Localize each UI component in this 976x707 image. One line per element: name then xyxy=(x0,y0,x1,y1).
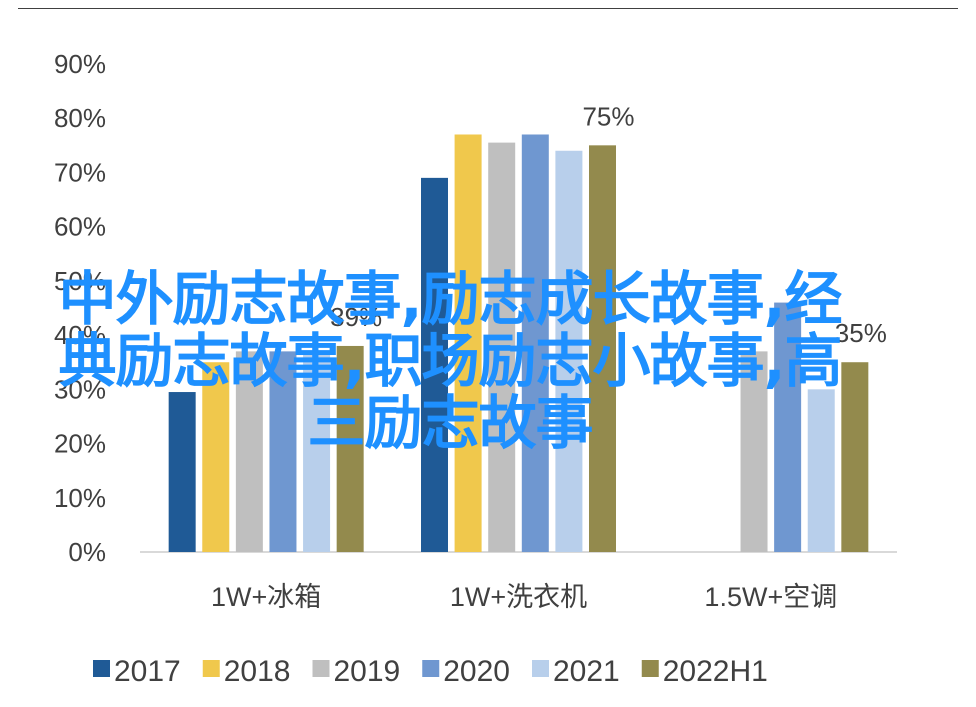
bar-2019-2 xyxy=(740,351,768,552)
data-label: 75% xyxy=(582,101,634,131)
y-tick-label: 50% xyxy=(54,266,106,296)
bar-2017-0 xyxy=(168,392,196,552)
bar-2017-1 xyxy=(421,177,448,552)
legend-label-2018: 2018 xyxy=(224,655,291,688)
y-tick-label: 40% xyxy=(54,320,106,350)
y-tick-label: 0% xyxy=(68,537,106,567)
top-border-line xyxy=(18,8,958,9)
y-tick-label: 20% xyxy=(54,429,106,459)
legend-swatch-2019 xyxy=(312,660,330,677)
legend-swatch-2018 xyxy=(202,660,220,677)
x-axis-category-labels: 1W+冰箱 1W+洗衣机 1.5W+空调 xyxy=(211,582,837,612)
bar-2021-1 xyxy=(555,150,583,552)
bar-2019-1 xyxy=(488,142,516,552)
bars xyxy=(168,134,869,553)
legend-swatch-2021 xyxy=(532,660,549,677)
legend-swatch-2022H1 xyxy=(641,660,659,677)
legend: 2017 2018 2019 2020 2021 2022H1 xyxy=(93,655,768,688)
bar-2018-1 xyxy=(454,134,482,552)
x-category-label: 1.5W+空调 xyxy=(704,582,837,612)
bar-2020-0 xyxy=(269,351,297,552)
bar-2018-0 xyxy=(202,362,230,552)
watermark-line-2: 典励志故事,职场励志小故事,高 xyxy=(58,327,842,395)
x-category-label: 1W+洗衣机 xyxy=(450,582,587,612)
legend-label-2019: 2019 xyxy=(334,655,401,688)
legend-label-2020: 2020 xyxy=(443,655,510,688)
legend-label-2017: 2017 xyxy=(114,655,181,688)
data-label: 35% xyxy=(835,318,887,348)
bar-2020-1 xyxy=(521,134,549,552)
bar-2022H1-0 xyxy=(336,345,364,552)
watermark-line-1: 中外励志故事,励志成长故事,经 xyxy=(58,265,842,333)
legend-label-2021: 2021 xyxy=(553,655,620,688)
y-tick-label: 30% xyxy=(54,374,106,404)
bar-2020-2 xyxy=(774,302,802,552)
y-tick-label: 60% xyxy=(54,212,106,242)
bar-2019-0 xyxy=(235,351,263,552)
x-category-label: 1W+冰箱 xyxy=(211,582,321,612)
legend-swatch-2017 xyxy=(93,660,110,677)
bar-2021-2 xyxy=(807,389,835,552)
y-axis-ticks: 0% 10% 20% 30% 40% 50% 60% 70% 80% 90% xyxy=(54,49,106,567)
y-tick-label: 10% xyxy=(54,483,106,513)
y-tick-label: 70% xyxy=(54,157,106,187)
y-tick-label: 80% xyxy=(54,103,106,133)
legend-swatch-2020 xyxy=(422,660,440,677)
y-tick-label: 90% xyxy=(54,49,106,79)
watermark-overlay: 中外励志故事,励志成长故事,经 典励志故事,职场励志小故事,高 三励志故事 xyxy=(10,268,890,454)
bar-2022H1-2 xyxy=(841,362,869,552)
legend-label-2022H1: 2022H1 xyxy=(663,655,768,688)
watermark-line-3: 三励志故事 xyxy=(307,389,593,457)
bar-2021-0 xyxy=(303,351,331,552)
data-label: 39% xyxy=(330,302,382,332)
bar-2022H1-1 xyxy=(589,145,616,553)
data-labels: 39% 75% 35% xyxy=(330,101,887,348)
